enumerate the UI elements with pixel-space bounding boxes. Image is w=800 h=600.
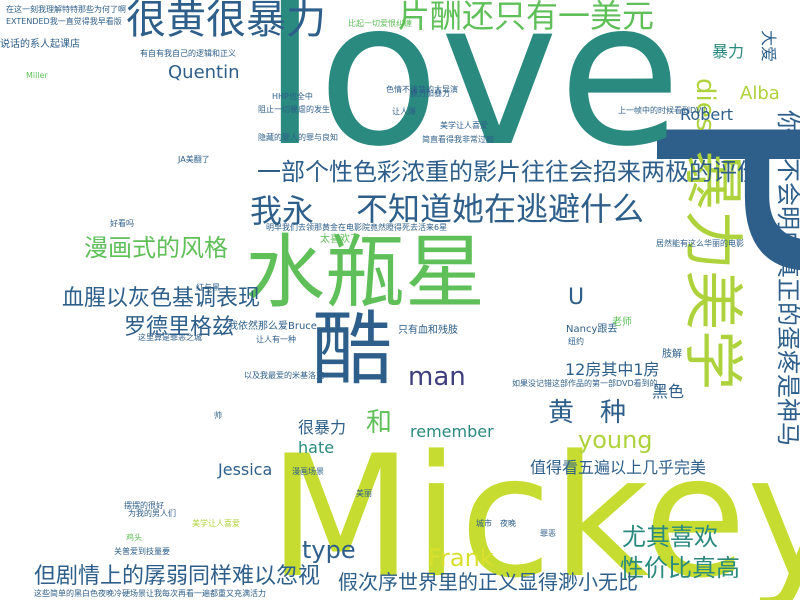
word-biqi: 比起一切爱恨纠缠 <box>348 19 412 28</box>
word-yibu-gexing: 一部个性色彩浓重的影片往往会招来两极的评价 <box>257 158 761 186</box>
word-robert: Robert <box>680 105 734 124</box>
word-juran: 居然能有这么华丽的电影 <box>656 239 744 248</box>
word-hongyuhei: 红与黑 <box>196 283 220 292</box>
word-mickey: Mickey <box>268 419 800 600</box>
word-youqi: 尤其喜欢 <box>622 523 718 551</box>
word-baoli-small: 暴力 <box>712 42 745 61</box>
word-remember: remember <box>410 422 494 441</box>
word-taixihuan: 太喜欢了 <box>320 234 360 245</box>
word-baolijia: 暴力加暴力 <box>410 89 450 98</box>
word-meili: 美丽 <box>356 489 372 498</box>
word-quentin: Quentin <box>168 62 240 83</box>
word-danjuqing: 但剧情上的孱弱同样难以忽视 <box>34 564 321 589</box>
word-woyong: 我永 <box>250 192 315 230</box>
word-manhuashi: 漫画式的风格 <box>84 234 228 262</box>
word-yiji: 以及我最爱的米基洛克 <box>244 371 324 380</box>
word-henbaoli: 很暴力 <box>298 418 347 437</box>
word-zheli: 这里算是罪恶之城 <box>138 333 202 342</box>
word-ja: JA美翻了 <box>178 155 210 164</box>
word-jessica: Jessica <box>218 460 273 479</box>
word-baibai: 摆摆的很好 <box>124 501 164 510</box>
word-zhexie: 这些简单的黑白色夜晚冷硬场景让我每次再看一遍都重又充满活力 <box>34 589 266 598</box>
word-rangren: 让人有一种 <box>256 335 296 344</box>
word-weiwode: 为我的男人们 <box>128 509 176 518</box>
word-zaizheyike: 在这一刻我理解特特那些为何了啊 <box>6 5 126 14</box>
word-man: man <box>408 362 466 392</box>
word-12fang: 12房其中1房 <box>565 360 660 379</box>
word-huang: 黄 <box>548 398 575 428</box>
word-ku: 酷 <box>312 303 392 396</box>
word-haokanma: 好看吗 <box>110 219 134 228</box>
word-nancy: Nancy跟丢 <box>566 324 618 335</box>
word-heise: 黑色 <box>652 382 685 401</box>
word-ruguo: 如果没记错这部作品的第一部DVD看到的 <box>512 379 658 388</box>
word-henhuang: 很黄很暴力 <box>126 0 326 43</box>
word-young: young <box>578 426 653 454</box>
word-wo-yiran: 我依然那么爱Bruce <box>228 321 317 332</box>
word-xingjiabi: 性价比真高 <box>620 554 740 582</box>
word-jianzhi: 简直看得我非常过瘾 <box>422 135 494 144</box>
word-he: 和 <box>366 408 393 438</box>
word-love: love <box>262 0 682 191</box>
word-hhp: HHP也全中 <box>272 92 313 101</box>
word-seqing: 色情不清楚的大导演 <box>386 85 458 94</box>
word-guanpu: 关普爱到技量要 <box>114 547 170 556</box>
word-chengshi: 城市 <box>476 519 492 528</box>
word-jitou: 鸡头 <box>126 533 142 542</box>
word-danteng: 你就不会明白真正的蛋疼是神马 <box>774 110 800 446</box>
word-shuai: 帅 <box>214 411 222 420</box>
word-baoli-meixue: 暴力美学 <box>677 150 747 390</box>
word-zhijie: 肢解 <box>662 349 682 360</box>
word-frank: Frank <box>428 544 494 572</box>
word-manhua-changjing: 漫画场景 <box>292 467 324 476</box>
word-zuie: 罪恶 <box>540 529 556 538</box>
word-zuzhi: 阻止一切暴虐的发生 <box>258 105 330 114</box>
word-u: U <box>568 285 585 310</box>
word-yincang: 隐藏的罪人的罪与良知 <box>258 133 338 142</box>
word-shuohua: 说话的系人起课店 <box>0 39 80 50</box>
word-hate: hate <box>298 438 335 457</box>
word-meixue: 美学让人喜爱 <box>192 519 240 528</box>
word-type: type <box>302 536 356 564</box>
word-shangyizhen: 上一帧中的时候看到DVD <box>618 106 708 115</box>
word-miller: Miller <box>26 71 48 80</box>
word-mingzao: 明早我们去领那黄金在电影院竟然瞪得死去活来6星 <box>266 223 448 232</box>
word-daai: 大爱 <box>759 30 778 63</box>
word-xuexing: 血腥以灰色基调表现 <box>62 286 261 311</box>
word-zhide: 值得看五遍以上几乎完美 <box>530 458 707 477</box>
word-pianchou: 片酬还只有一美元 <box>398 0 655 35</box>
word-luodeli: 罗德里格兹 <box>124 315 235 340</box>
word-buzhidao: 不知道她在逃避什么 <box>356 190 645 228</box>
word-zhiyou: 只有血和残肢 <box>398 325 458 336</box>
word-youzi: 有自有我自己的逻辑和正义 <box>140 49 236 58</box>
word-meixue2: 美学让人喜爱 <box>440 121 488 130</box>
word-yewan: 夜晚 <box>500 519 516 528</box>
word-niuyue: 纽约 <box>568 337 584 346</box>
word-jiacixu: 假次序世界里的正义显得渺小无比 <box>338 570 638 594</box>
word-laoshi: 老师 <box>612 317 632 328</box>
word-zhong: 种 <box>600 398 627 428</box>
word-rangrenbao: 让人爆 <box>392 107 416 116</box>
word-alba: Alba <box>740 83 780 104</box>
word-extended: EXTENDED我一直觉得我早看版 <box>6 17 122 26</box>
word-shuipingxing: 水瓶星 <box>245 226 485 319</box>
